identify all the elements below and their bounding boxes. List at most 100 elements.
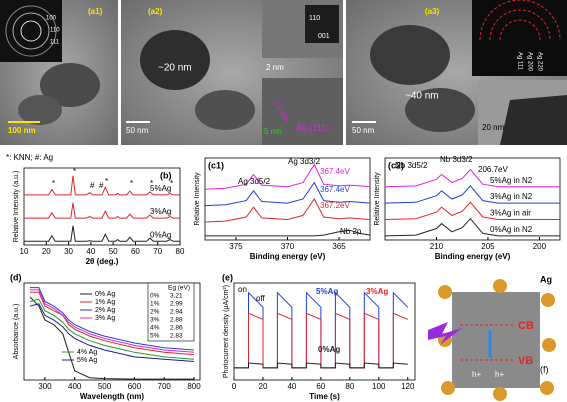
vb-label: VB [518,355,533,367]
annotation: * [73,167,76,176]
panel-label: (a2) [148,7,163,16]
inset-scale: 5 nm [264,127,282,136]
x-tick-label: 0 [232,382,237,391]
annotation: off [256,294,266,303]
annotation: Nb 2p [340,227,362,236]
x-tick-label: 375 [229,242,243,251]
panel-label: (a3) [425,7,440,16]
annotation: 367.4eV [320,185,350,194]
x-tick-label: 700 [158,382,172,391]
series-line [30,287,195,351]
panel-a2: 110 001 2 nm (a2) ~20 nm 50 nm 2.3 nm Ag… [121,0,343,145]
table-cell: 5% [150,333,160,340]
series-line [204,181,371,207]
panel-label: (b) [160,170,172,180]
table-cell: 3% [150,317,160,324]
annotation: * [130,179,133,188]
series-line [384,201,560,220]
series-label: 5%Ag in N2 [490,176,533,185]
x-tick-label: 500 [98,382,112,391]
metal-label: Ag [540,274,552,284]
annotation: Ag 3d3/2 [288,157,321,166]
table-cell: 2% [150,309,160,316]
x-tick-label: 600 [128,382,142,391]
annotation: * [170,179,173,188]
series-line [205,229,371,237]
annotation: Nb 3d3/2 [440,155,473,164]
x-axis-label: Binding energy (eV) [250,252,326,261]
panel-label: (c1) [208,160,224,170]
series-label: 5%Ag [150,184,171,193]
scale-bar-label: 50 nm [126,126,149,135]
x-tick-label: 10 [20,247,29,256]
annotation: Ag 3d5/2 [238,177,271,186]
table-cell: 3.21 [170,293,183,300]
x-axis-label: Time (s) [309,392,340,401]
legend-label: 5% Ag [77,357,97,364]
annotation: 206.7eV [478,165,508,174]
x-tick-label: 300 [38,382,52,391]
plot-frame [23,282,201,381]
inset-scale: 2 nm [266,63,284,72]
ring-label: Ag 111 [516,52,522,71]
x-tick-label: 205 [481,242,495,251]
y-axis-label: Photocurrent density (μA/cm²) [223,285,230,378]
size-label: ~40 nm [405,91,439,102]
annotation: # [90,181,95,190]
table-cell: 2.83 [170,333,183,340]
panel-a3: Ag 111 Ag 200 Ag 220 (a3) ~40 nm 50 nm 2… [346,0,567,145]
x-tick-label: 60 [131,247,140,256]
series-label: 3%Ag [150,207,171,216]
legend-label: 3% Ag [95,315,115,322]
table-cell: 2.94 [170,309,183,316]
scale-bar-label: 100 nm [8,126,36,135]
plot-frame [233,282,416,381]
table-frame [147,282,195,342]
annotation: Nb 3d5/2 [395,161,428,170]
series-line [30,289,195,353]
x-tick-label: 20 [259,382,268,391]
panel-label: (d) [10,272,22,282]
x-tick-label: 200 [533,242,547,251]
annotation: on [238,285,247,294]
series-line [24,175,180,196]
cb-label: CB [518,320,534,332]
x-tick-label: 370 [281,242,295,251]
series-label: 3%Ag [366,287,388,296]
plot-frame [384,157,561,241]
ring-label: Ag 220 [536,52,542,72]
x-tick-label: 30 [64,247,73,256]
fft-label: 110 [309,15,320,22]
series-line [204,163,371,190]
phase-label: Ag (111) [296,122,329,132]
annotation: * [150,179,153,188]
x-tick-label: 400 [68,382,82,391]
series-label: 0%Ag [150,230,171,239]
legend-label: 2% Ag [95,307,115,314]
plot-frame [23,167,181,246]
x-tick-label: 120 [401,382,415,391]
hole-label: h+ [495,370,504,379]
x-tick-label: 80 [345,382,354,391]
table-header: Eg (eV) [168,285,190,292]
series-line [29,298,195,360]
x-tick-label: 365 [332,242,346,251]
series-line [24,225,180,242]
annotation: * [105,177,108,186]
annotation: # [99,181,104,190]
panel-label: (c2) [388,160,404,170]
ring-label: 110 [50,28,60,34]
series-line [29,296,194,380]
x-tick-label: 100 [372,382,386,391]
annotation: 367.4eV [320,167,350,176]
scale-bar-label: 50 nm [352,126,375,135]
table-cell: 2.99 [170,301,183,308]
panel-a1: 100 110 111 (a1) 100 nm [0,0,118,145]
series-line [29,303,195,362]
x-tick-label: 60 [316,382,325,391]
x-tick-label: 70 [153,247,162,256]
panel-label: (f) [540,364,549,374]
x-tick-label: 80 [176,247,185,256]
annotation: * [52,179,55,188]
